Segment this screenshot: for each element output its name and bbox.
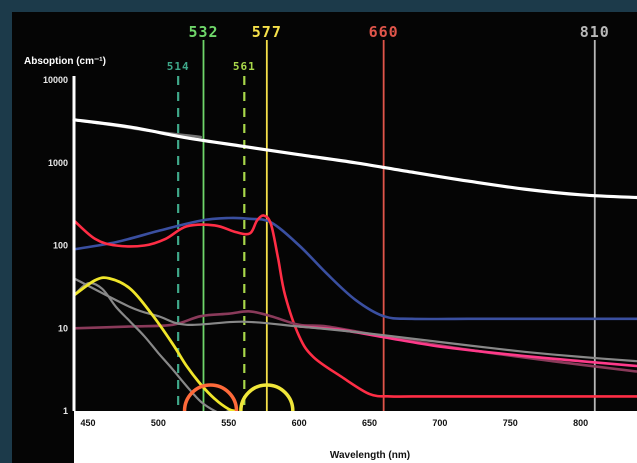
x-tick-label: 550: [221, 418, 236, 428]
wavelength-label-561: 561: [233, 60, 256, 73]
wavelength-label-660: 660: [369, 23, 399, 41]
wavelength-label-810: 810: [580, 23, 610, 41]
chart-frame: 450 500 550 600 650 700 750 800 10000 1000 100 10 1 W…: [12, 12, 637, 463]
series-line-1: [72, 118, 637, 200]
series-line-5: [72, 310, 637, 373]
series-line-9: [72, 276, 238, 413]
y-tick-label: 1000: [48, 158, 68, 168]
absorption-chart: 450 500 550 600 650 700 750 800 10000 1000 100 10 1 W…: [24, 23, 637, 463]
x-axis-band: [74, 411, 637, 463]
y-tick-label: 10000: [43, 75, 68, 85]
series-line-4: [72, 214, 637, 398]
x-tick-label: 450: [81, 418, 96, 428]
x-tick-label: 800: [573, 418, 588, 428]
x-tick-label: 500: [151, 418, 166, 428]
series-line-8: [72, 281, 230, 414]
wavelength-label-514: 514: [167, 60, 190, 73]
y-tick-label: 1: [63, 406, 68, 416]
x-axis-title: Wavelength (nm): [330, 450, 410, 461]
x-tick-label: 650: [362, 418, 377, 428]
wavelength-label-577: 577: [252, 23, 282, 41]
series-line-2: [72, 118, 202, 139]
series-line-7: [72, 277, 637, 363]
y-tick-label: 10: [58, 323, 68, 333]
series-line-3: [72, 216, 637, 321]
x-tick-label: 700: [432, 418, 447, 428]
x-tick-label: 750: [503, 418, 518, 428]
y-axis-title: Absoption (cm⁻¹): [24, 56, 106, 67]
wavelength-label-532: 532: [188, 23, 218, 41]
x-tick-label: 600: [292, 418, 307, 428]
y-tick-label: 100: [53, 241, 68, 251]
